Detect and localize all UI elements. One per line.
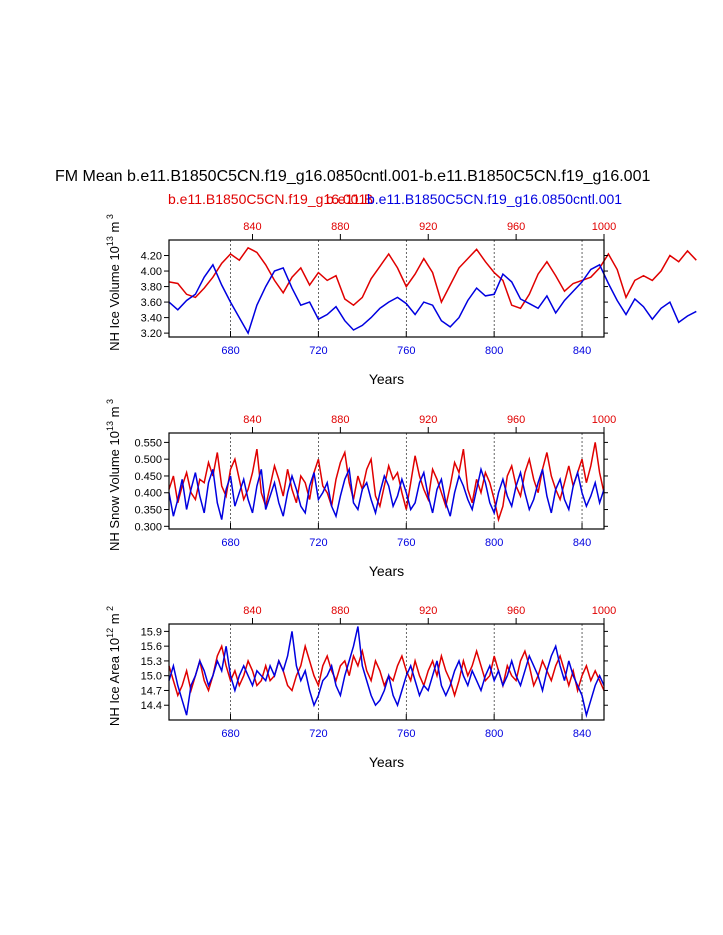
figure-title: FM Mean b.e11.B1850C5CN.f19_g16.0850cntl… <box>55 168 650 185</box>
x-tick-label-bottom: 760 <box>397 537 415 549</box>
y-tick-label: 3.40 <box>141 313 162 325</box>
plot-frame <box>168 432 605 530</box>
y-tick-label: 0.500 <box>134 454 162 466</box>
y-tick-label: 0.300 <box>134 521 162 533</box>
x-tick-label-bottom: 680 <box>221 537 239 549</box>
x-tick-label-top: 880 <box>331 605 349 617</box>
x-tick-label-bottom: 720 <box>309 537 327 549</box>
series-line-blue <box>168 466 605 520</box>
y-tick-label: 15.0 <box>141 671 162 683</box>
y-tick-label: 0.450 <box>134 471 162 483</box>
x-tick-label-top: 920 <box>419 605 437 617</box>
y-tick-label: 3.60 <box>141 297 162 309</box>
x-tick-label-bottom: 760 <box>397 728 415 740</box>
series-line-red <box>168 442 605 523</box>
x-tick-label-bottom: 840 <box>573 728 591 740</box>
x-tick-label-bottom: 840 <box>573 345 591 357</box>
x-tick-label-top: 1000 <box>592 605 616 617</box>
y-tick-label: 4.20 <box>141 251 162 263</box>
x-tick-label-top: 920 <box>419 414 437 426</box>
series-line-blue <box>168 263 697 335</box>
x-tick-label-top: 840 <box>243 414 261 426</box>
panel-1: 680 720 760 800 840 840 880 920 960 1000 3.20 3.40 3… <box>105 214 697 387</box>
x-tick-label-top: 840 <box>243 605 261 617</box>
panel-3: 680 720 760 800 840 840 880 920 960 1000 14.4 14.7 1… <box>105 605 616 770</box>
x-axis-label: Years <box>369 754 404 770</box>
x-tick-label-top: 960 <box>507 605 525 617</box>
x-tick-label-top: 1000 <box>592 414 616 426</box>
x-axis-label: Years <box>369 371 404 387</box>
y-tick-label: 14.7 <box>141 685 162 697</box>
y-tick-label: 0.400 <box>134 488 162 500</box>
plot-frame <box>168 239 605 338</box>
y-tick-label: 4.00 <box>141 266 162 278</box>
y-tick-label: 3.80 <box>141 282 162 294</box>
series-line-blue <box>168 626 605 719</box>
x-tick-label-bottom: 800 <box>485 345 503 357</box>
y-tick-label: 15.9 <box>141 626 162 638</box>
x-tick-label-bottom: 840 <box>573 537 591 549</box>
y-axis-label: NH Ice Volume 1013 m 3 <box>105 214 122 351</box>
y-tick-label: 0.550 <box>134 437 162 449</box>
y-axis-label: NH Ice Area 1012 m 2 <box>105 606 122 726</box>
x-tick-label-top: 880 <box>331 414 349 426</box>
x-tick-label-top: 840 <box>243 221 261 233</box>
x-tick-label-bottom: 720 <box>309 728 327 740</box>
y-tick-label: 0.350 <box>134 505 162 517</box>
y-axis-label: NH Snow Volume 1013 m 3 <box>105 399 122 551</box>
x-tick-label-top: 960 <box>507 221 525 233</box>
x-axis-label: Years <box>369 563 404 579</box>
x-tick-label-top: 1000 <box>592 221 616 233</box>
y-tick-label: 15.3 <box>141 656 162 668</box>
x-tick-label-top: 880 <box>331 221 349 233</box>
subtitle-red: b.e11.B1850C5CN.f19_g16.001 <box>168 191 366 207</box>
x-tick-label-bottom: 680 <box>221 345 239 357</box>
y-tick-label: 14.4 <box>141 700 162 712</box>
x-tick-label-bottom: 800 <box>485 728 503 740</box>
x-tick-label-top: 920 <box>419 221 437 233</box>
y-tick-label: 3.20 <box>141 328 162 340</box>
series-line-red <box>168 246 697 310</box>
x-tick-label-bottom: 800 <box>485 537 503 549</box>
x-tick-label-bottom: 680 <box>221 728 239 740</box>
x-tick-label-top: 960 <box>507 414 525 426</box>
x-tick-label-bottom: 760 <box>397 345 415 357</box>
subtitle-overlap: b.e11.B <box>326 191 373 207</box>
panel-2: 680 720 760 800 840 840 880 920 960 1000 0.300 0.35… <box>105 399 616 579</box>
y-tick-label: 15.6 <box>141 641 162 653</box>
plot-frame <box>168 623 605 721</box>
x-tick-label-bottom: 720 <box>309 345 327 357</box>
subtitle-blue: b.e11.B1850C5CN.f19_g16.0850cntl.001 <box>367 191 622 207</box>
